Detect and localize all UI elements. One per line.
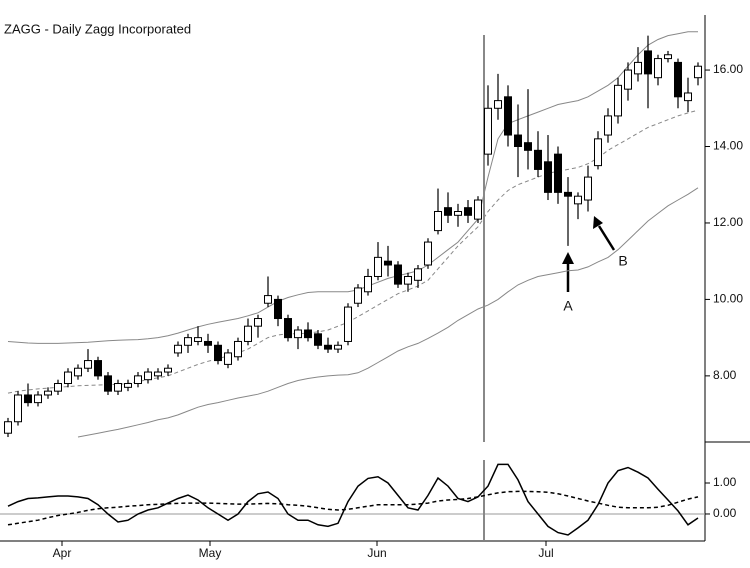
candle-body [354, 287, 362, 304]
candle-body [604, 115, 612, 136]
line-series [7, 109, 699, 394]
candle-body [224, 352, 232, 365]
candle-body [214, 344, 222, 362]
candle-body [524, 142, 532, 151]
annotation: B [618, 253, 627, 269]
candle-body [104, 375, 112, 392]
candle-body [424, 241, 432, 266]
candle-body [484, 107, 492, 155]
candle-body [614, 84, 622, 117]
candle-body [154, 371, 162, 377]
candle-body [554, 153, 562, 193]
candle-body [234, 340, 242, 358]
candle-body [294, 329, 302, 339]
candle-body [274, 298, 282, 320]
line-series [77, 187, 699, 438]
candle-body [164, 367, 172, 373]
candle-body [174, 344, 182, 354]
candle-body [454, 210, 462, 216]
candle-body [624, 69, 632, 90]
candle-body [4, 421, 12, 434]
candle-body [14, 394, 22, 423]
y-tick-label: 1.00 [713, 475, 737, 489]
candle-body [544, 161, 552, 193]
candle-body [244, 325, 252, 342]
candle-body [564, 191, 572, 197]
candle-body [44, 390, 52, 396]
candle-body [364, 275, 372, 293]
y-tick-label: 10.00 [713, 292, 743, 306]
candle-body [334, 344, 342, 350]
candle-body [494, 100, 502, 109]
candle-body [684, 92, 692, 102]
candle-body [514, 134, 522, 148]
candle-body [114, 383, 122, 392]
candle-body [64, 371, 72, 385]
line-series [7, 31, 698, 344]
candle-body [254, 318, 262, 327]
arrows [562, 216, 616, 292]
candle-body [534, 149, 542, 170]
candle-body [184, 337, 192, 346]
candle-body [314, 333, 322, 346]
candle-body [94, 360, 102, 377]
y-tick-label: 8.00 [713, 368, 737, 382]
candle-body [194, 337, 202, 342]
candle-body [84, 360, 92, 369]
candle-body [144, 371, 152, 381]
candle-body [24, 394, 32, 404]
candle-body [584, 176, 592, 201]
candle-body [674, 61, 682, 98]
candle-body [284, 318, 292, 339]
candle-body [204, 340, 212, 346]
candle-body [414, 268, 422, 281]
candle-body [474, 199, 482, 220]
candle-body [404, 275, 412, 285]
x-tick-label: Apr [53, 546, 72, 560]
candle-body [654, 58, 662, 79]
candle-body [374, 256, 382, 277]
candle-body [694, 65, 702, 79]
y-tick-label: 12.00 [713, 215, 743, 229]
candle-body [74, 367, 82, 377]
y-tick-label: 14.00 [713, 139, 743, 153]
candle-body [644, 50, 652, 75]
candle-body [324, 344, 332, 350]
line-series [7, 463, 699, 536]
candle-body [264, 295, 272, 304]
candle-body [384, 260, 392, 266]
y-tick-label: 0.00 [713, 506, 737, 520]
y-tick-label: 16.00 [713, 62, 743, 76]
x-tick-label: Jun [367, 546, 386, 560]
candle-body [574, 195, 582, 205]
annotation: A [563, 298, 573, 314]
candle-body [594, 138, 602, 167]
x-tick-label: Jul [538, 546, 553, 560]
chart-title: ZAGG - Daily Zagg Incorporated [4, 21, 191, 36]
candle-body [664, 54, 672, 60]
candle-body [344, 306, 352, 342]
candle-body [34, 394, 42, 404]
candle-body [434, 210, 442, 232]
candle-body [124, 383, 132, 388]
candle-body [464, 207, 472, 216]
candle-body [54, 383, 62, 392]
candle-body [134, 375, 142, 385]
candle-body [444, 207, 452, 216]
candle-body [504, 96, 512, 136]
line-series [7, 490, 699, 526]
candle-body [634, 61, 642, 75]
candle-body [304, 329, 312, 339]
x-tick-label: May [199, 546, 222, 560]
candle-body [394, 264, 402, 285]
